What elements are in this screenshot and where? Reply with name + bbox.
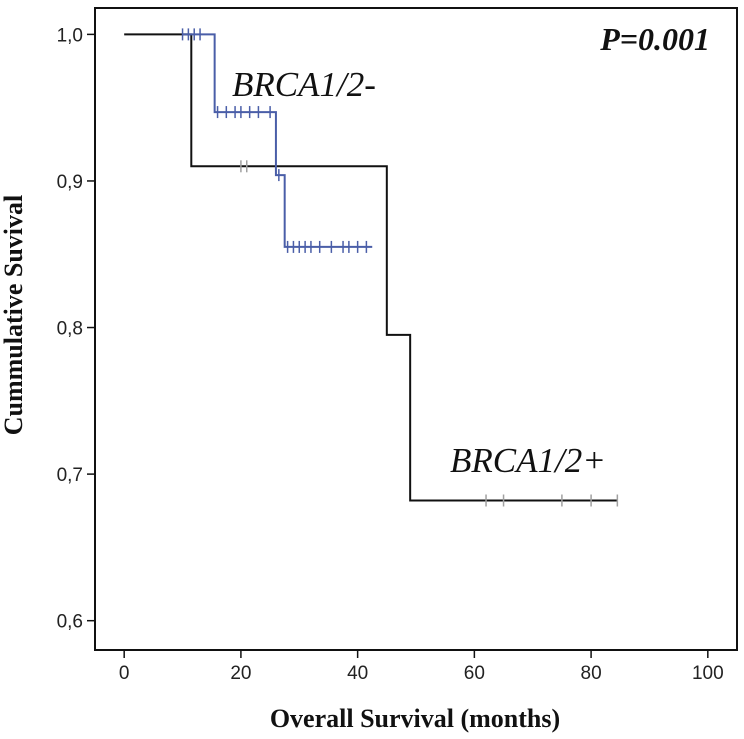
x-tick-label: 40 xyxy=(347,663,368,684)
y-tick-label: 1,0 xyxy=(57,25,83,46)
x-axis-title: Overall Survival (months) xyxy=(270,704,560,733)
plot-frame xyxy=(94,7,738,651)
survival-curve-brca-negative xyxy=(182,33,373,248)
y-tick-label: 0,6 xyxy=(57,612,83,633)
y-tick-label: 0,7 xyxy=(57,465,83,486)
y-axis-title: Cummulative Suvival xyxy=(0,195,28,436)
x-tick-label: 80 xyxy=(581,663,602,684)
series-layer xyxy=(124,28,619,507)
y-tick-label: 0,8 xyxy=(57,319,83,340)
series-label-brca-negative: BRCA1/2- xyxy=(232,65,376,104)
x-tick-label: 0 xyxy=(119,663,130,684)
x-tick-label: 60 xyxy=(464,663,485,684)
p-value-annotation: P=0.001 xyxy=(599,21,710,57)
x-tick-label: 100 xyxy=(692,663,724,684)
tick-layer: 0 20 40 60 80 100 1,0 0,9 0,8 0,7 0,6 xyxy=(57,25,724,684)
series-label-brca-positive: BRCA1/2+ xyxy=(450,441,606,480)
x-tick-label: 20 xyxy=(230,663,251,684)
y-tick-label: 0,9 xyxy=(57,172,83,193)
survival-curve-brca-positive xyxy=(124,33,618,502)
